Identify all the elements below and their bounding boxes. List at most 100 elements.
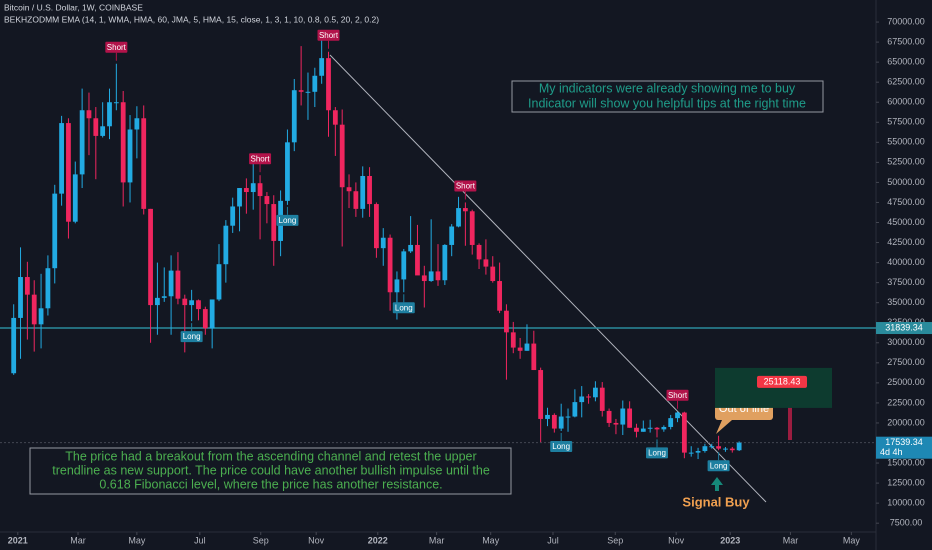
x-tick-label: 2021 [8,535,28,545]
candle-body [702,446,708,452]
signal-box [105,41,128,53]
note-text: 0.618 Fibonacci level, where the price h… [99,477,442,491]
candle-body [586,396,591,398]
chart-title: Bitcoin / U.S. Dollar, 1W, COINBASE [4,2,143,12]
candle-body [661,426,667,430]
candle-body [435,271,441,281]
candle-body [332,110,338,125]
candle-body [613,422,619,425]
candle-body [319,58,325,76]
x-tick-label: May [482,535,500,545]
level-tag [876,322,932,335]
y-tick-label: 22500.00 [887,397,925,407]
y-tick-label: 67500.00 [887,36,925,46]
candle-body [360,175,366,209]
candle-body [24,277,30,295]
x-tick-label: Mar [429,535,445,545]
candle-body [531,343,537,371]
last-price-label: 17539.34 [885,437,923,447]
y-tick-label: 60000.00 [887,97,925,107]
candle-body [271,204,277,241]
candle-body [483,259,489,267]
y-tick-label: 35000.00 [887,297,925,307]
candle-body [729,448,735,451]
candle-body [182,298,188,306]
candle-body [421,275,427,282]
candle-body [175,270,181,299]
indicator-label: BEKHZODMM EMA (14, 1, WMA, HMA, 60, JMA,… [4,14,379,24]
candle-body [504,310,509,333]
candle-body [264,196,270,205]
callout-pointer [716,420,732,434]
y-tick-label: 12500.00 [887,477,925,487]
signal-label: Long [279,216,297,225]
signal-box [666,389,689,401]
trendline [329,54,767,503]
candle-body [716,446,721,449]
x-tick-label: Mar [70,535,86,545]
candle-body [127,129,133,183]
signal-label: Short [319,31,339,40]
y-tick-label: 70000.00 [887,16,925,26]
candle-body [66,123,71,222]
candle-body [189,300,195,306]
candle-body [572,402,578,417]
candle-body [497,281,502,311]
candle-body [593,387,598,398]
candle-body [196,300,201,310]
note-text: My indicators were already showing me to… [539,81,796,95]
candle-body [579,396,585,403]
y-tick-label: 15000.00 [887,457,925,467]
x-tick-label: Nov [668,535,685,545]
signal-label: Long [395,303,413,312]
signal-box [249,153,272,165]
candle-body [52,193,58,269]
candle-body [72,174,78,222]
signal-box [550,440,573,452]
up-arrow [711,477,723,491]
note-box [29,447,512,495]
candle-body [558,416,564,429]
candle-body [469,211,475,245]
y-tick-label: 20000.00 [887,417,925,427]
y-tick-label: 7500.00 [890,518,923,528]
candle-body [408,244,414,252]
y-tick-label: 50000.00 [887,177,925,187]
candle-body [723,448,728,450]
signal-label: Long [552,442,570,451]
candle-body [524,343,530,351]
candle-body [161,296,167,298]
candle-body [367,175,372,205]
candle-body [209,299,215,329]
note-box [511,80,824,113]
candle-body [346,187,352,192]
y-tick-label: 42500.00 [887,237,925,247]
y-tick-label: 65000.00 [887,57,925,67]
x-tick-label: Nov [308,535,325,545]
y-tick-label: 25000.00 [887,377,925,387]
candle-body [695,451,701,453]
candle-body [401,251,407,280]
candle-body [380,237,386,249]
candle-body [517,347,523,351]
candle-body [202,309,208,329]
y-tick-label: 55000.00 [887,137,925,147]
candle-body [31,294,37,325]
candle-body [688,452,694,454]
signal-text: Signal Buy [682,494,750,509]
candle-body [326,58,331,111]
candle-body [736,442,742,451]
candle-body [291,90,297,143]
candle-body [462,208,468,212]
y-tick-label: 52500.00 [887,157,925,167]
y-tick-label: 62500.00 [887,77,925,87]
y-tick-label: 30000.00 [887,337,925,347]
signal-label: Long [183,332,201,341]
candle-body [257,183,263,197]
candle-body [668,418,674,427]
candle-body [565,416,571,418]
signal-label: Short [668,391,688,400]
x-tick-label: Sep [607,535,623,545]
